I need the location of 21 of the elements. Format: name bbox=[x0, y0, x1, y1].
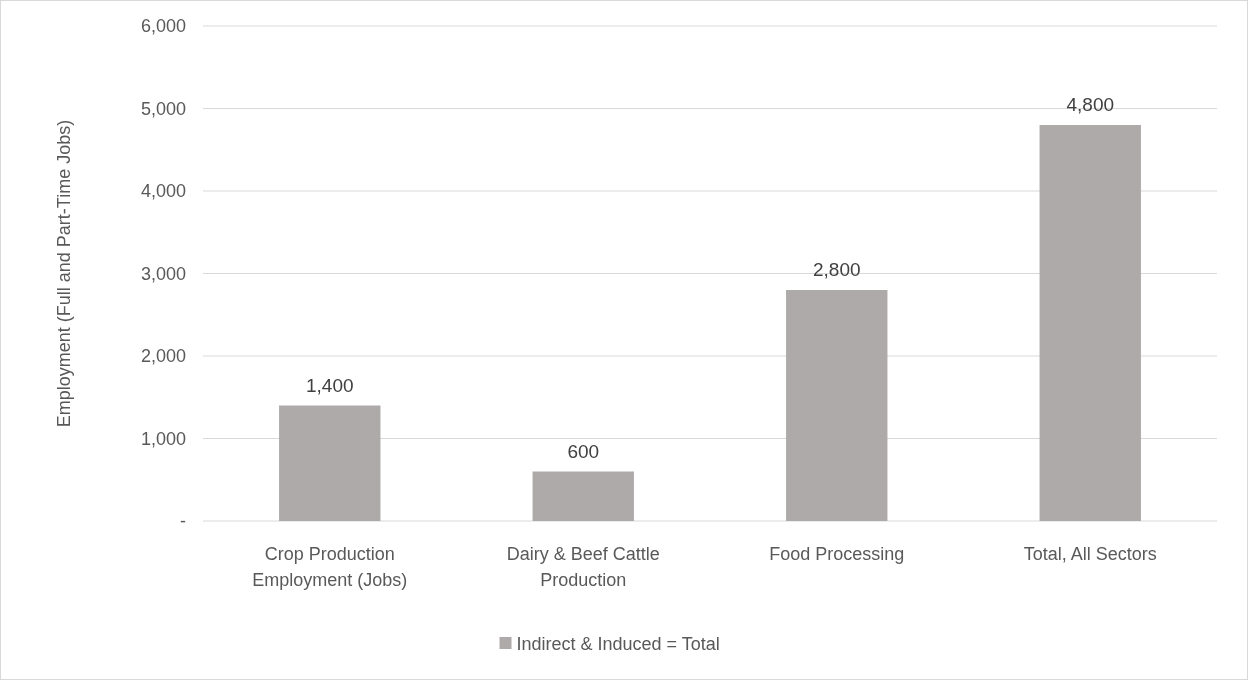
x-tick-label: Total, All Sectors bbox=[1023, 544, 1157, 564]
y-tick-label: 6,000 bbox=[140, 16, 186, 37]
data-label: 2,800 bbox=[812, 259, 861, 280]
data-label: 600 bbox=[567, 440, 600, 462]
y-axis-title: Employment (Full and Part-Time Jobs) bbox=[54, 119, 74, 428]
y-tick-label: - bbox=[180, 511, 186, 532]
y-tick-label: 5,000 bbox=[140, 98, 186, 119]
bar bbox=[786, 290, 888, 521]
bar bbox=[279, 405, 381, 521]
x-tick-label: Food Processing bbox=[769, 544, 905, 564]
bar bbox=[532, 471, 634, 521]
data-label: 1,400 bbox=[305, 374, 354, 396]
y-tick-label: 2,000 bbox=[140, 346, 186, 367]
x-tick-label: Dairy & Beef Cattle Production bbox=[506, 544, 660, 590]
legend-label: Indirect & Induced = Total bbox=[516, 634, 720, 655]
data-label: 4,800 bbox=[1066, 94, 1115, 115]
x-tick-label: Crop Production Employment (Jobs) bbox=[252, 544, 408, 590]
y-tick-label: 3,000 bbox=[140, 263, 186, 284]
y-tick-label: 1,000 bbox=[140, 428, 186, 449]
y-tick-label: 4,000 bbox=[140, 181, 186, 202]
bar bbox=[1039, 125, 1141, 521]
